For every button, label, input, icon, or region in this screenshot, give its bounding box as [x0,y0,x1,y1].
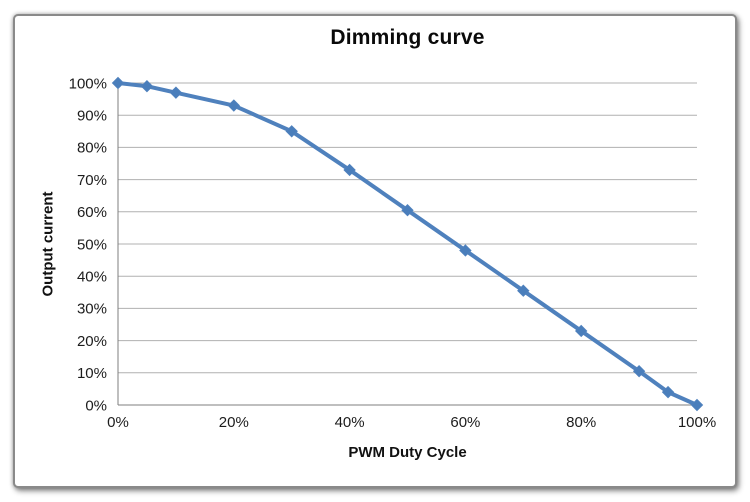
x-tick-label: 0% [107,414,129,431]
y-tick-label: 60% [77,204,107,221]
y-tick-label: 50% [77,236,107,253]
y-tick-label: 100% [69,75,107,92]
y-tick-label: 20% [77,333,107,350]
data-point-marker [111,76,125,90]
x-tick-label: 100% [678,414,716,431]
data-point-marker [140,80,154,93]
data-point-marker [574,324,588,338]
x-axis-title: PWM Duty Cycle [348,444,467,461]
y-tick-label: 30% [77,301,107,318]
data-point-marker [285,125,298,138]
y-tick-label: 40% [77,268,107,285]
data-point-marker [632,364,646,378]
data-point-marker [401,203,414,217]
y-tick-label: 90% [77,107,107,124]
data-point-marker [459,244,472,257]
chart-frame: Dimming curve 0% 10% 20% 30% 40% 50% 60% 70% 80%… [13,14,737,488]
data-point-marker [517,284,530,297]
x-tick-label: 40% [335,414,365,431]
data-point-marker [661,385,675,399]
chart-title: Dimming curve [330,26,485,49]
y-tick-label: 80% [77,140,107,157]
y-tick-label: 10% [77,365,107,382]
x-tick-label: 60% [450,414,480,431]
y-tick-label: 0% [85,397,107,414]
y-axis-title: Output current [39,191,57,297]
data-point-marker [227,99,241,112]
data-point-marker [169,86,183,99]
data-point-marker [343,163,356,177]
x-tick-label: 80% [566,414,596,431]
y-tick-label: 70% [77,172,107,189]
data-point-marker [690,398,704,412]
x-tick-label: 20% [219,414,249,431]
chart-plot: 0% 10% 20% 30% 40% 50% 60% 70% 80% 90% 100% 0% 20% 40… [69,75,717,431]
